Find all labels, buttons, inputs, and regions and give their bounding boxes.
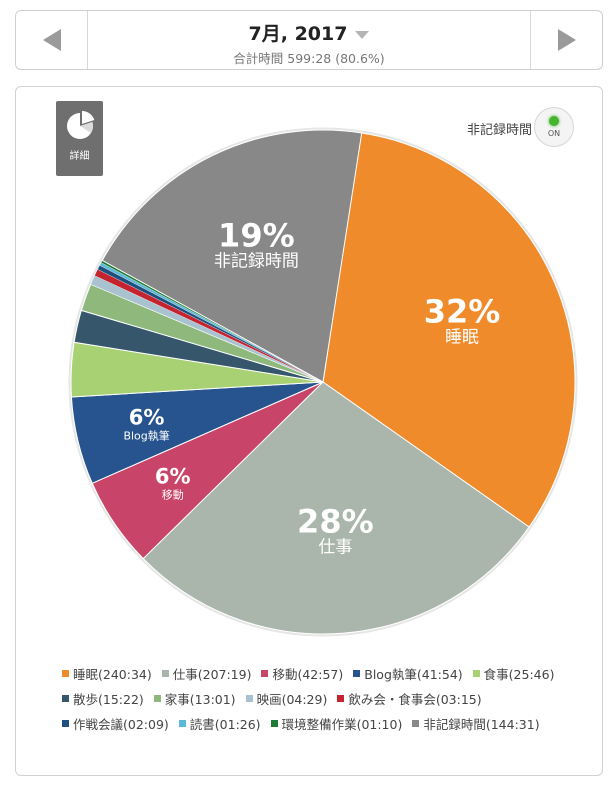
prev-month-button[interactable]: [16, 11, 88, 69]
legend-item-2: 移動(42:57): [261, 663, 343, 683]
legend-label-5: 散歩(15:22): [73, 691, 144, 707]
legend-label-2: 移動(42:57): [272, 666, 344, 682]
slice-name-label-12: 非記録時間: [214, 251, 299, 271]
legend-label-10: 読書(01:26): [189, 716, 261, 732]
slice-percent-label-12: 19%: [218, 216, 295, 254]
detail-button[interactable]: 詳細: [56, 101, 103, 176]
legend-item-4: 食事(25:46): [472, 663, 555, 683]
legend-item-0: 睡眠(240:34): [62, 663, 152, 683]
legend-item-11: 環境整備作業(01:10): [270, 713, 403, 733]
legend-swatch-6: [153, 694, 161, 702]
pie-slice-12[interactable]: [101, 129, 363, 383]
legend-label-12: 非記録時間(144:31): [423, 716, 540, 732]
pie-slice-1[interactable]: [142, 381, 530, 635]
legend-label-4: 食事(25:46): [483, 666, 555, 682]
total-time: 合計時間 599:28 (80.6%): [233, 51, 385, 66]
slice-name-label-0: 睡眠: [445, 328, 479, 348]
unrecorded-toggle-label: 非記録時間: [466, 123, 532, 138]
chevron-right-icon: [557, 29, 576, 51]
month-title: 7月, 2017: [248, 23, 348, 45]
legend-swatch-0: [62, 669, 69, 677]
chart-legend: 睡眠(240:34) 仕事(207:19) 移動(42:57) Blog執筆(41:5…: [62, 663, 592, 733]
chart-card: 32% 睡眠 28% 仕事 6% 移動 6% Blog執筆 19% 非記録時間 詳細 非記録時間 …: [15, 86, 603, 776]
legend-item-12: 非記録時間(144:31): [412, 713, 540, 733]
month-header: 7月, 2017 合計時間 599:28 (80.6%): [15, 10, 603, 70]
legend-item-1: 仕事(207:19): [161, 663, 252, 683]
legend-item-8: 飲み会・食事会(03:15): [337, 688, 482, 708]
legend-label-11: 環境整備作業(01:10): [281, 716, 403, 732]
legend-swatch-2: [261, 669, 269, 677]
month-selector[interactable]: 7月, 2017: [16, 19, 602, 46]
caret-down-icon: [355, 30, 370, 39]
legend-swatch-5: [62, 694, 69, 702]
legend-swatch-12: [412, 719, 420, 727]
legend-swatch-8: [337, 694, 345, 702]
legend-swatch-4: [472, 669, 480, 677]
legend-label-7: 映画(04:29): [256, 691, 328, 707]
legend-swatch-10: [178, 719, 186, 727]
next-month-button[interactable]: [530, 11, 602, 69]
status-dot-icon: [549, 116, 559, 126]
pie-slice-0[interactable]: [322, 132, 576, 528]
legend-swatch-9: [62, 719, 69, 727]
legend-item-6: 家事(13:01): [153, 688, 236, 708]
slice-percent-label-1: 28%: [297, 503, 374, 541]
toggle-state: ON: [547, 129, 561, 138]
legend-label-8: 飲み会・食事会(03:15): [348, 691, 482, 707]
detail-label: 詳細: [69, 151, 90, 162]
slice-percent-label-2: 6%: [155, 465, 191, 489]
legend-swatch-1: [161, 669, 169, 677]
legend-swatch-3: [353, 669, 361, 677]
slice-name-label-2: 移動: [162, 488, 184, 502]
slice-percent-label-3: 6%: [129, 406, 165, 430]
legend-item-9: 作戦会議(02:09): [62, 713, 169, 733]
legend-item-10: 読書(01:26): [178, 713, 261, 733]
legend-swatch-11: [270, 719, 278, 727]
legend-label-1: 仕事(207:19): [172, 666, 252, 682]
legend-swatch-7: [245, 694, 253, 702]
legend-item-7: 映画(04:29): [245, 688, 328, 708]
legend-item-5: 散歩(15:22): [62, 688, 144, 708]
chevron-left-icon: [42, 29, 61, 51]
legend-label-0: 睡眠(240:34): [73, 666, 152, 682]
legend-label-9: 作戦会議(02:09): [73, 716, 169, 732]
slice-name-label-3: Blog執筆: [123, 429, 169, 443]
legend-label-6: 家事(13:01): [164, 691, 236, 707]
legend-label-3: Blog執筆(41:54): [364, 666, 463, 682]
legend-item-3: Blog執筆(41:54): [353, 663, 463, 683]
slice-name-label-1: 仕事: [318, 538, 352, 558]
slice-percent-label-0: 32%: [424, 293, 501, 331]
pie-chart-icon: [66, 111, 94, 139]
unrecorded-toggle[interactable]: ON: [534, 107, 574, 147]
